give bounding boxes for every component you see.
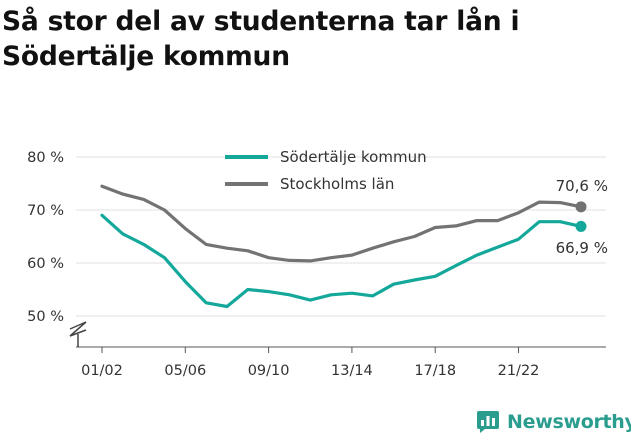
brand-name: Newsworthy bbox=[507, 411, 631, 433]
newsworthy-logo: Newsworthy bbox=[476, 409, 631, 435]
series-lines bbox=[100, 184, 587, 309]
y-tick-label: 60 % bbox=[27, 256, 64, 272]
series-end-point bbox=[575, 201, 587, 213]
x-tick-label: 17/18 bbox=[414, 363, 456, 379]
series-line bbox=[100, 213, 583, 309]
y-axis-ticks: 50 % 60 % 70 % 80 % bbox=[27, 150, 64, 325]
x-axis: 01/02 05/06 09/10 13/14 17/18 21/22 bbox=[69, 321, 606, 379]
legend-entry: Södertälje kommun bbox=[280, 148, 427, 166]
x-tick-label: 21/22 bbox=[498, 363, 540, 379]
legend: Södertälje kommun Stockholms län bbox=[225, 148, 427, 193]
legend-entry: Stockholms län bbox=[280, 175, 394, 193]
x-tick-label: 05/06 bbox=[164, 363, 206, 379]
page-title: Så stor del av studenterna tar lån i Söd… bbox=[2, 6, 520, 72]
y-tick-label: 80 % bbox=[27, 150, 64, 166]
end-labels: 70,6 % 66,9 % bbox=[556, 177, 608, 257]
y-tick-label: 50 % bbox=[27, 309, 64, 325]
axis-break-icon bbox=[69, 321, 87, 347]
x-tick-label: 13/14 bbox=[331, 363, 373, 379]
x-tick-label: 01/02 bbox=[81, 363, 123, 379]
grid-lines bbox=[76, 156, 606, 317]
newsworthy-logo-icon bbox=[477, 411, 499, 433]
y-tick-label: 70 % bbox=[27, 203, 64, 219]
end-label: 70,6 % bbox=[556, 177, 608, 195]
series-line bbox=[100, 184, 583, 263]
end-label: 66,9 % bbox=[556, 239, 608, 257]
series-end-point bbox=[575, 220, 587, 232]
x-tick-label: 09/10 bbox=[248, 363, 290, 379]
